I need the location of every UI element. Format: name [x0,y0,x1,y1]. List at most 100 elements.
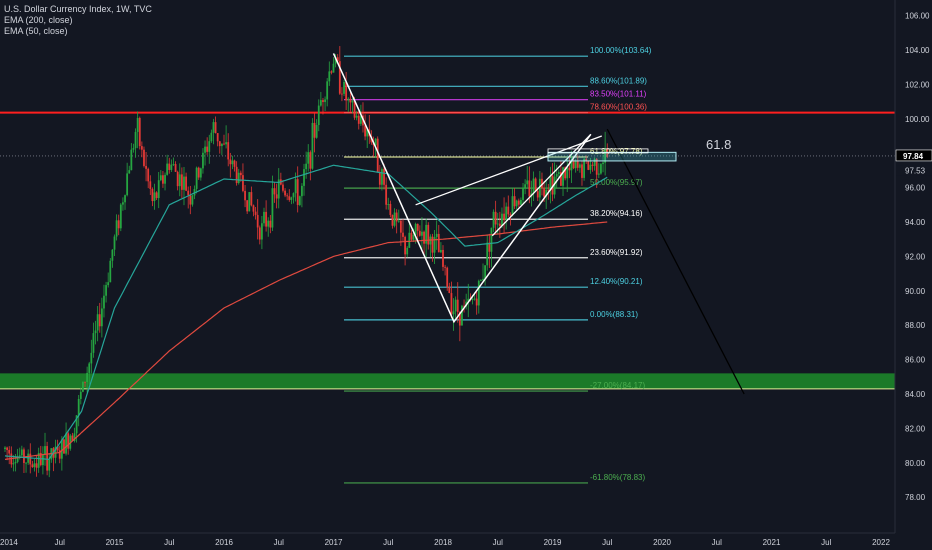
x-tick-label: 2018 [434,538,452,547]
candle-body [79,391,82,399]
candle-body [538,178,541,198]
x-tick-label: 2020 [653,538,671,547]
candle-body [37,452,40,468]
candle-body [220,143,223,147]
candle-body [488,242,491,252]
candle-body [44,446,46,455]
candle-body [437,233,440,253]
candle-body [326,81,329,100]
candle-body [263,211,265,224]
candle-body [155,192,158,199]
candle-body [458,311,461,326]
candle-body [90,352,93,364]
last-price-tag [895,149,932,162]
candle-body [273,188,276,195]
candle-body [587,160,590,170]
candle-body [410,232,413,240]
candle-body [496,223,499,225]
candle-body [130,149,133,171]
candle-body [107,282,110,286]
candle-body [311,122,314,169]
ema200-legend[interactable]: EMA (200, close) [4,15,73,25]
candle-body [187,190,190,196]
candle-body [452,311,455,315]
support-zone [0,373,895,389]
fib-level-label: 12.40%(90.21) [590,277,643,286]
candle-body [395,212,398,222]
x-tick-label: 2016 [215,538,233,547]
candle-body [595,158,598,175]
candle-body [317,105,320,126]
candle-body [119,204,122,229]
candle-body [408,232,411,248]
candle-body [48,459,51,471]
candle-body [60,439,63,459]
y-tick-label: 84.00 [905,390,926,399]
candle-body [227,142,230,160]
candle-body [235,166,238,184]
candle-body [543,188,545,197]
candle-body [56,446,59,451]
candle-body [412,234,415,240]
candle-body [351,100,354,103]
y-tick-label: 88.00 [905,321,926,330]
candle-body [58,450,61,459]
candle-body [366,129,369,137]
x-tick-label: 2022 [872,538,890,547]
candle-body [88,363,91,373]
v-pattern-line [332,53,592,324]
candle-body [284,190,286,196]
fib-level-label: 50.00%(95.97) [590,178,643,187]
candle-body [480,279,482,281]
candle-body [446,267,449,288]
candle-body [282,184,284,191]
candle-body [82,381,84,392]
candle-body [513,196,516,207]
candle-body [389,204,392,215]
y-tick-label: 94.00 [905,218,926,227]
x-tick-label: Jul [821,538,831,547]
candle-body [248,192,251,212]
candle-body [298,196,301,205]
target-zone-outline [547,148,649,154]
candle-body [397,220,400,222]
candle-body [31,464,34,468]
bottom-axis-panel [0,533,932,550]
candle-body [290,197,293,200]
candle-body [364,125,366,137]
y-tick-label: 90.00 [905,287,926,296]
candle-body [545,189,548,197]
right-axis-panel [895,0,932,550]
candle-body [402,232,404,237]
candle-body [172,164,175,165]
candle-body [140,146,143,150]
candle-body [393,212,396,226]
candle-body [105,285,107,296]
candle-body [574,160,577,169]
candle-body [96,314,99,331]
candle-body [267,220,270,227]
candle-body [301,185,303,197]
fib-level-label: 88.60%(101.89) [590,76,647,85]
candle-body [233,160,236,167]
candle-body [138,117,141,147]
candle-body [515,200,518,207]
y-tick-label: 104.00 [905,46,930,55]
symbol-label[interactable]: U.S. Dollar Currency Index, 1W, TVC [4,4,152,14]
candle-body [33,463,36,468]
candle-body [296,179,299,205]
candle-body [98,314,101,327]
candle-body [225,142,228,145]
candle-body [214,122,217,134]
candle-body [501,213,503,226]
candle-body [23,449,25,463]
fib-level-label: 23.60%(91.92) [590,248,643,257]
candle-body [246,200,249,212]
candle-body [46,446,49,471]
last-price-tag-label: 97.84 [903,152,924,161]
candle-body [355,115,358,118]
candle-body [557,172,560,175]
ema50-legend[interactable]: EMA (50, close) [4,26,68,36]
